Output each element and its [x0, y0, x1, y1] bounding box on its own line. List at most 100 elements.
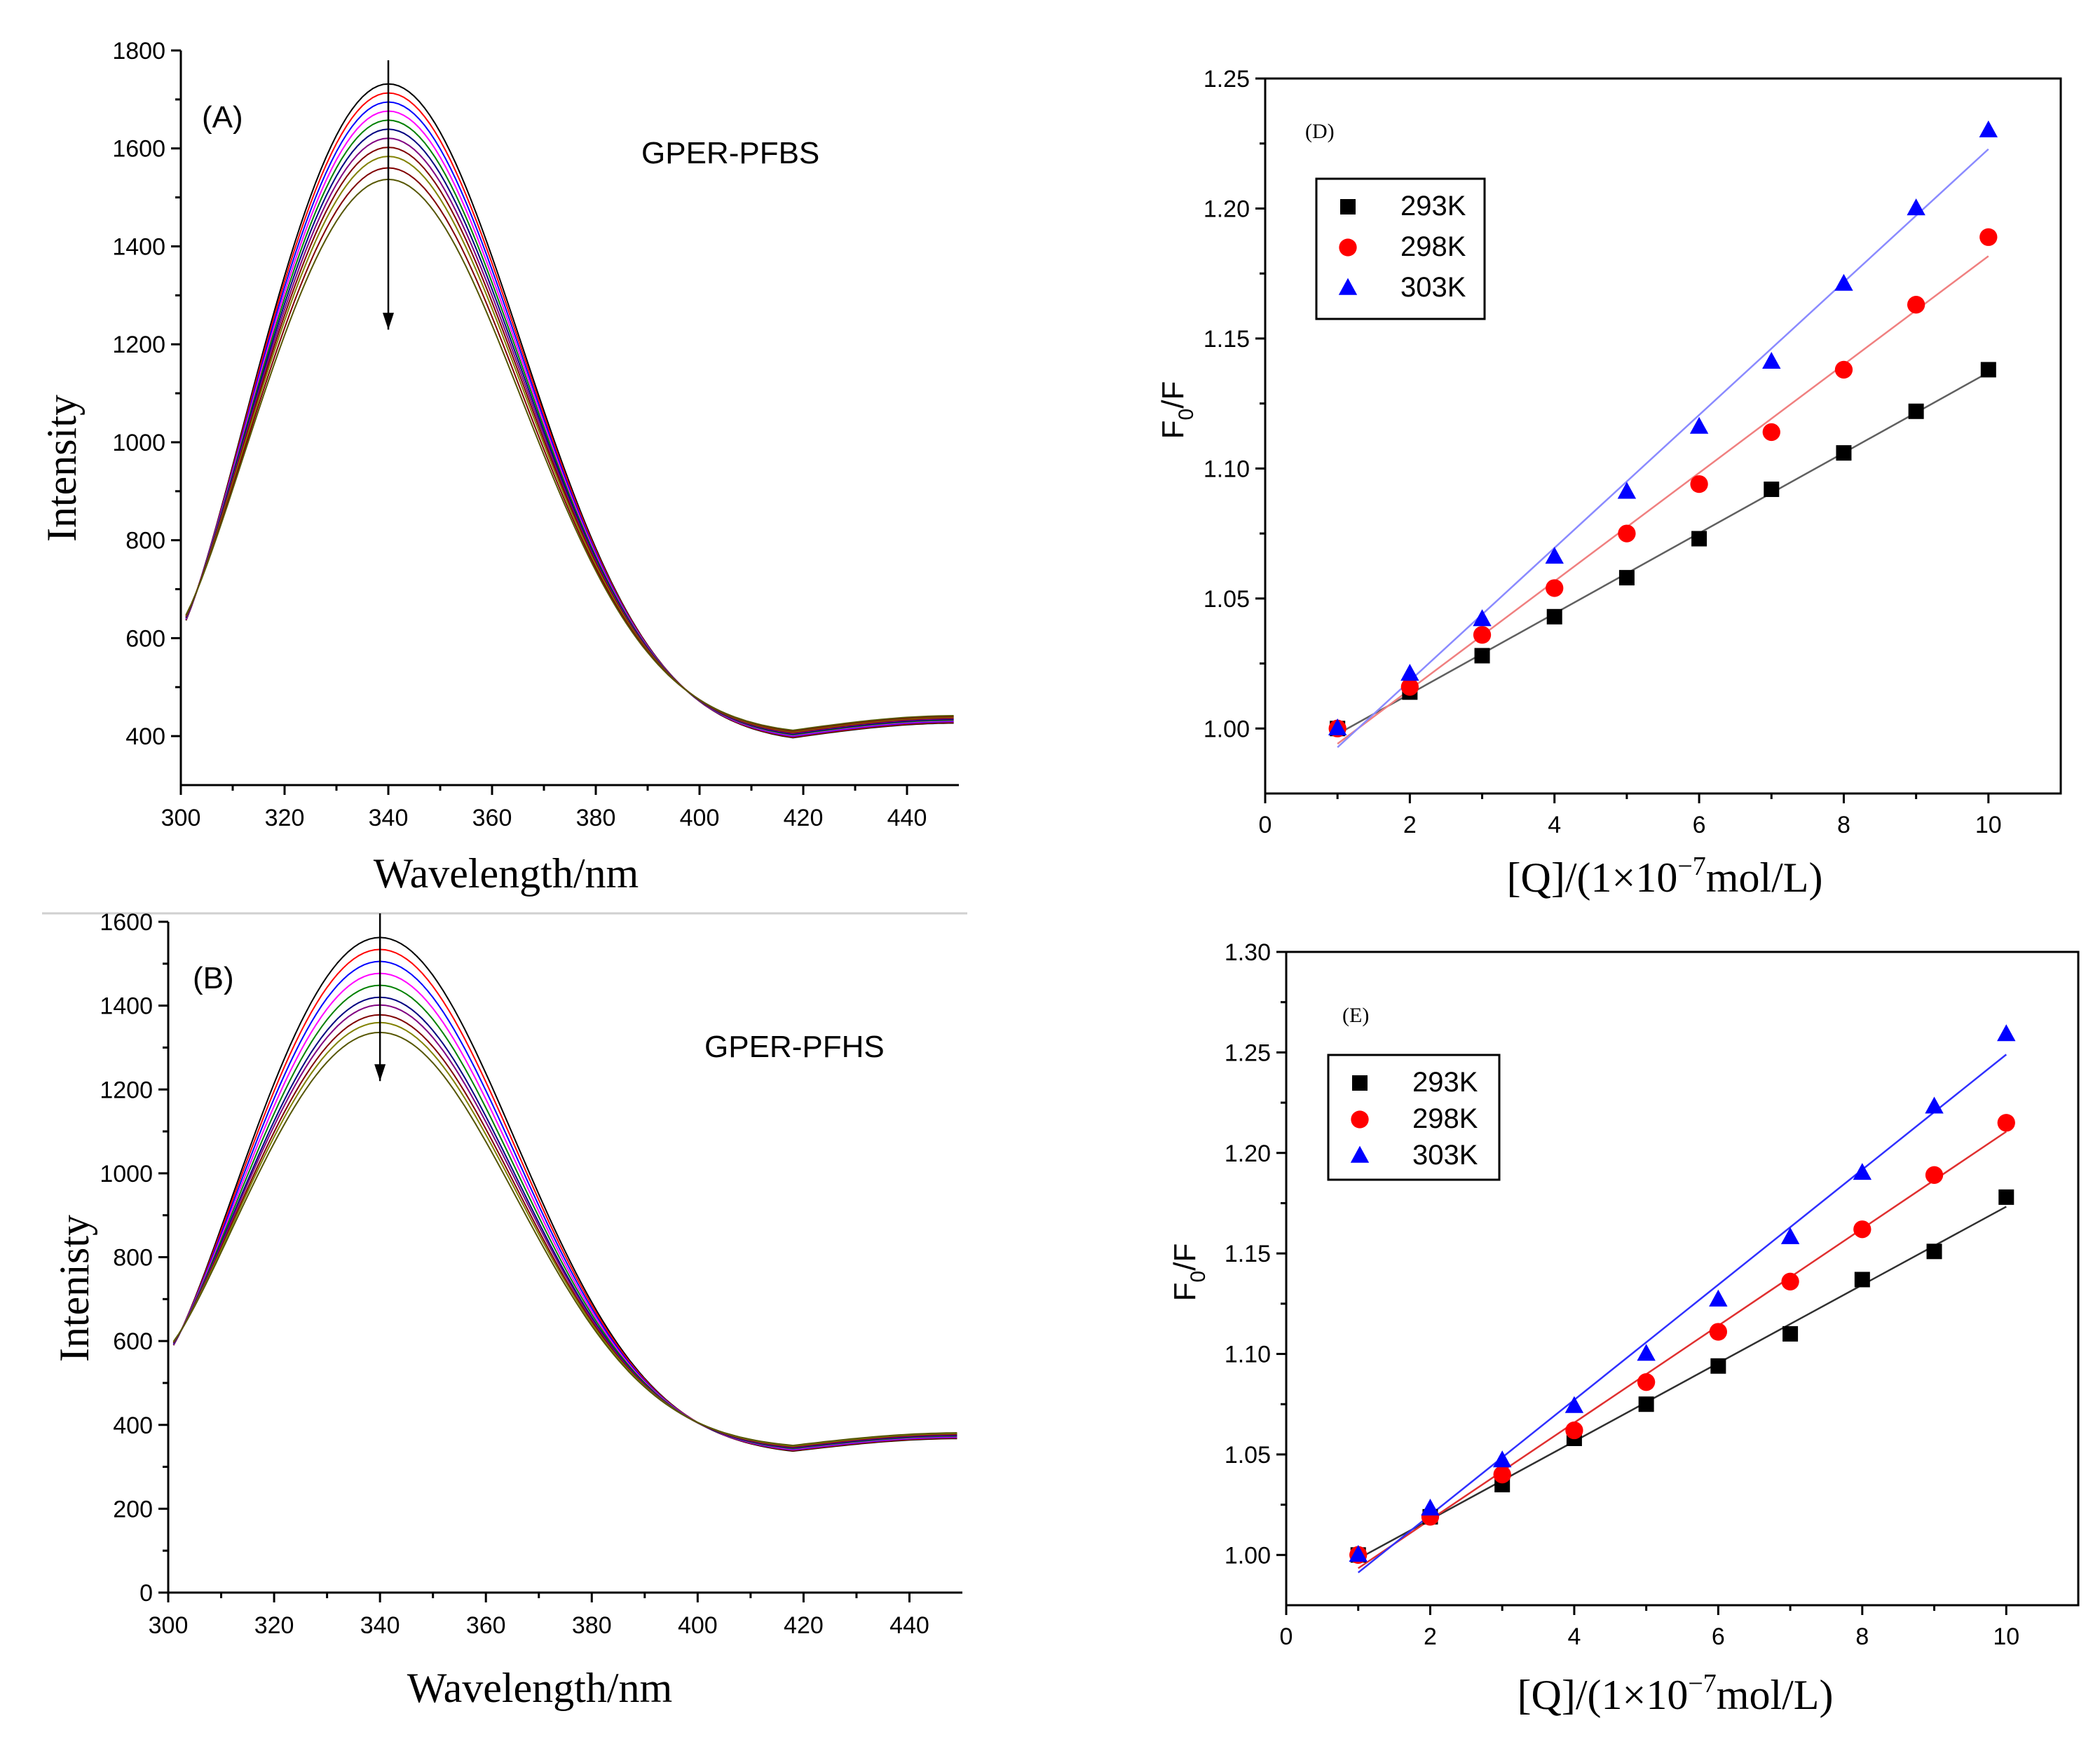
panel-e-point-298K [1493, 1465, 1511, 1484]
panel-b-spectrum-curve [172, 996, 957, 1449]
panel-b-label: (B) [193, 961, 234, 995]
panel-a-spectrum-curve [185, 92, 954, 738]
panel-e-y-label-tail: /F [1168, 1244, 1202, 1271]
panel-d-point-293K [1691, 531, 1707, 547]
panel-e-point-293K [1998, 1189, 2014, 1205]
panel-a-spectrum-curve [185, 119, 954, 736]
panel-d-point-303K [1545, 547, 1564, 564]
panel-d-point-298K [1907, 296, 1925, 314]
panel-d-point-298K [1618, 524, 1636, 543]
panel-b-spectrum-curve [172, 936, 957, 1452]
panel-d-x-tick-label: 6 [1693, 812, 1706, 838]
panel-a-spectrum-curve [185, 178, 954, 731]
panel-e-y-tick-label: 1.30 [1225, 939, 1271, 966]
panel-d-point-303K [1473, 609, 1492, 627]
panel-d-point-303K [1834, 273, 1853, 291]
panel-a-y-tick-label: 800 [125, 528, 165, 554]
panel-a-x-tick-label: 300 [161, 805, 201, 831]
panel-a-spectrum-curve [185, 137, 954, 735]
panel-e-x-tick-label: 6 [1712, 1623, 1725, 1650]
panel-d-y-tick-label: 1.10 [1204, 456, 1250, 482]
panel-d-point-293K [1836, 445, 1852, 461]
panel-b-y-tick-label: 0 [139, 1580, 153, 1607]
panel-e-point-303K [1421, 1499, 1440, 1516]
panel-e-frame [1285, 951, 2080, 1607]
panel-a-y-label: Intensity [39, 395, 85, 542]
panel-a-spectrum-curve [185, 110, 954, 737]
panel-d-point-298K [1979, 228, 1998, 246]
panel-a-y-tick-label: 600 [125, 625, 165, 652]
panel-d-legend-marker-298K [1339, 238, 1357, 257]
panel-e-point-298K [1709, 1323, 1728, 1341]
panel-a-x-tick-label: 400 [680, 805, 720, 831]
panel-e-y-tick-label: 1.25 [1225, 1040, 1271, 1066]
panel-b-x-tick-label: 380 [572, 1612, 612, 1639]
panel-d-y-label-sub: 0 [1175, 409, 1198, 421]
panel-d-x-tick-label: 2 [1403, 812, 1417, 838]
panel-d-y-tick-label: 1.20 [1204, 196, 1250, 222]
panel-d-point-303K [1979, 120, 1998, 137]
panel-b-spectrum-curve [172, 1031, 957, 1447]
panel-d-point-298K [1546, 579, 1564, 597]
panel-a-spectrum-curve [185, 83, 954, 739]
panel-b-x-label: Wavelength/nm [407, 1665, 672, 1711]
panel-e-point-298K [1997, 1114, 2015, 1132]
panel-e-point-303K [1997, 1024, 2016, 1042]
panel-a-chart: 300 320 340 360 380 400 420 440 400 600 800 1000 120… [39, 38, 967, 915]
panel-d-point-303K [1328, 718, 1347, 735]
panel-b-annotation: GPER-PFHS [704, 1030, 885, 1064]
panel-b-y-tick-label: 800 [113, 1245, 153, 1272]
panel-b-chart: 300 320 340 360 380 400 420 440 0 200 400 600 800 100… [51, 909, 962, 1711]
panel-d-legend-marker-293K [1340, 199, 1356, 214]
panel-d-point-293K [1764, 482, 1780, 498]
panel-b-y-label: Intenisty [51, 1215, 97, 1362]
panel-e-y-tick-label: 1.20 [1225, 1140, 1271, 1167]
panel-d-label: (D) [1305, 120, 1335, 143]
panel-d-point-303K [1689, 416, 1709, 434]
panel-a-label: (A) [202, 100, 243, 135]
panel-e-legend-label-303K: 303K [1412, 1140, 1478, 1171]
panel-e-point-293K [1782, 1326, 1799, 1342]
panel-a-x-tick-label: 440 [887, 805, 927, 831]
panel-e-x-label-tail: mol/L) [1717, 1672, 1834, 1718]
panel-a-x-tick-label: 360 [472, 805, 512, 831]
panel-d-legend-marker-303K [1338, 278, 1358, 295]
panel-b-x-tick-label: 340 [360, 1612, 400, 1639]
panel-d-point-298K [1762, 423, 1780, 442]
panel-b-y-tick-label: 1200 [100, 1077, 153, 1103]
panel-b-x-tick-label: 360 [466, 1612, 506, 1639]
panel-d-fit-line-303K [1337, 148, 1989, 749]
panel-d-y-tick-label: 1.15 [1204, 326, 1250, 353]
panel-d-legend-label-298K: 298K [1400, 231, 1466, 262]
panel-e-legend-marker-293K [1352, 1075, 1368, 1091]
panel-d-y-tick-label: 1.00 [1204, 716, 1250, 742]
panel-b-y-tick-label: 1400 [100, 993, 153, 1020]
panel-e-fit-line-303K [1357, 1054, 2007, 1574]
panel-a-x-tick-label: 380 [576, 805, 616, 831]
panel-d-point-303K [1400, 664, 1419, 681]
panel-a-spectrum-curve [185, 147, 954, 734]
panel-d-point-298K [1834, 360, 1853, 379]
panel-e-point-303K [1925, 1096, 1944, 1114]
panel-b-spectrum-curve [172, 948, 957, 1452]
panel-b-y-tick-label: 1600 [100, 909, 153, 936]
panel-b-x-tick-label: 320 [254, 1612, 294, 1639]
panel-e-point-298K [1637, 1373, 1656, 1391]
panel-d-point-293K [1618, 570, 1635, 586]
panel-e-legend-marker-303K [1350, 1145, 1370, 1163]
panel-a-spectrum-curve [185, 167, 954, 733]
panel-e-point-303K [1564, 1396, 1584, 1413]
panel-d-x-tick-label: 8 [1837, 812, 1850, 838]
panel-d-y-label-tail: /F [1156, 381, 1190, 409]
panel-e-x-label-main: [Q]/(1×10 [1518, 1672, 1689, 1718]
panel-d-x-label-tail: mol/L) [1706, 854, 1823, 901]
panel-d-point-303K [1907, 198, 1925, 216]
panel-d-x-label: [Q]/(1×10−7mol/L) [1507, 852, 1823, 901]
panel-d-point-293K [1908, 403, 1924, 419]
panel-e-legend-marker-298K [1351, 1110, 1369, 1129]
panel-a-x-tick-label: 320 [265, 805, 305, 831]
panel-d-x-label-main: [Q]/(1×10 [1507, 854, 1678, 901]
panel-b-quench-arrowhead [374, 1064, 386, 1082]
panel-d-point-293K [1980, 362, 1996, 378]
panel-a-quench-arrowhead [383, 313, 394, 330]
